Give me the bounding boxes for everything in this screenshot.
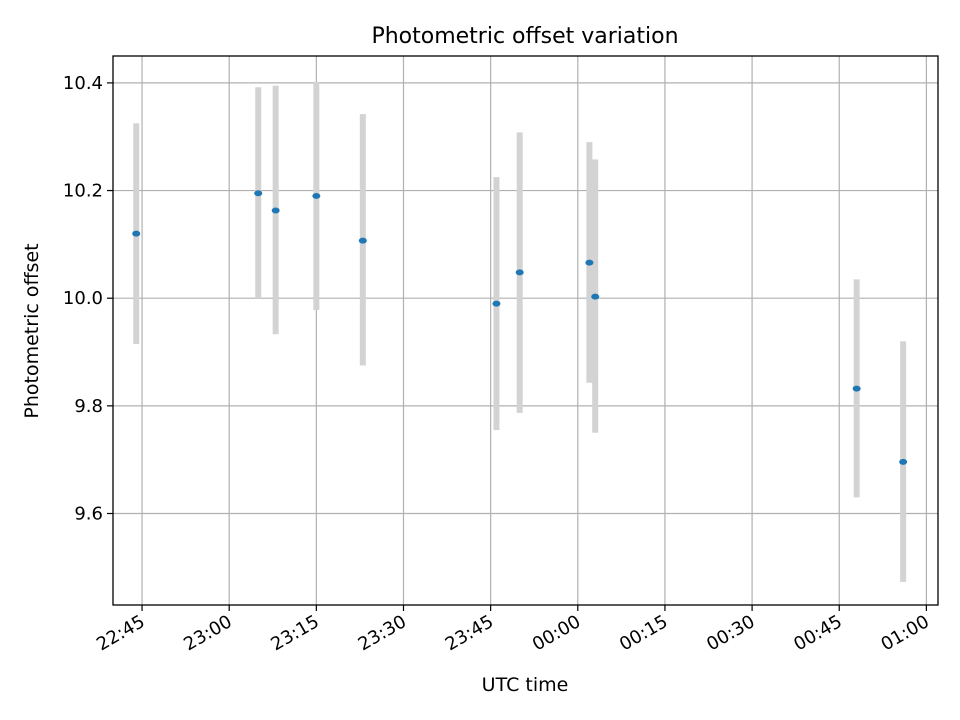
data-point (271, 207, 280, 214)
data-point (254, 190, 263, 197)
y-tick-label: 9.6 (74, 504, 103, 525)
data-point (492, 300, 501, 307)
data-point (358, 237, 367, 244)
chart-title: Photometric offset variation (371, 24, 678, 49)
y-axis-label: Photometric offset (21, 243, 43, 418)
x-axis-label: UTC time (482, 674, 569, 696)
data-point (585, 259, 594, 266)
y-tick-label: 9.8 (74, 396, 103, 417)
data-point (132, 230, 141, 237)
y-tick-label: 10.0 (63, 288, 103, 309)
data-point (852, 385, 861, 392)
data-point (515, 269, 524, 276)
y-tick-label: 10.4 (63, 73, 103, 94)
data-points (132, 190, 908, 465)
plot-frame (112, 55, 939, 606)
data-point (899, 458, 908, 465)
data-point (312, 192, 321, 199)
y-tick-label: 10.2 (63, 181, 103, 202)
data-point (591, 293, 600, 300)
grid-lines (113, 56, 938, 605)
